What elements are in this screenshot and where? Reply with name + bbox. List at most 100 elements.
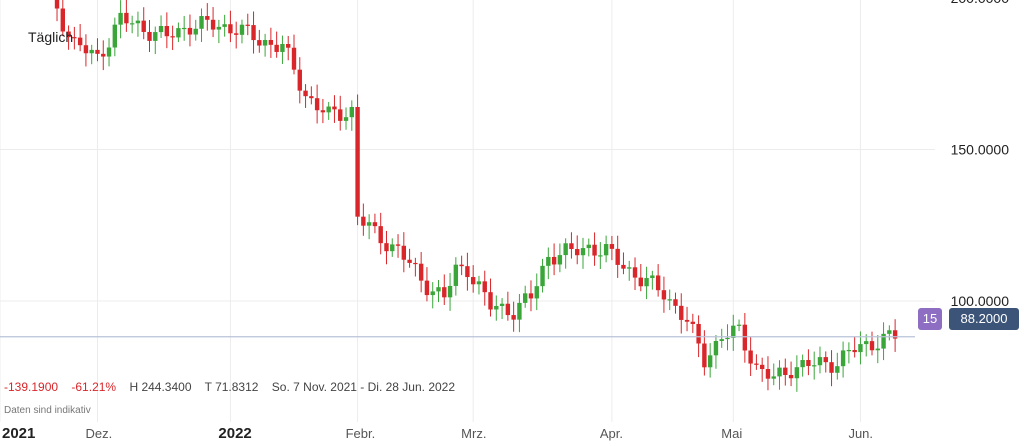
candle xyxy=(609,235,615,261)
candle xyxy=(164,12,170,49)
candle xyxy=(661,276,667,313)
candle xyxy=(557,243,563,273)
candle xyxy=(401,232,407,273)
candle xyxy=(268,27,274,58)
candle xyxy=(881,322,886,361)
candle xyxy=(829,350,834,387)
candle xyxy=(494,295,499,321)
x-tick-label: Mai xyxy=(721,426,742,441)
candle xyxy=(621,252,626,275)
x-tick-label: 2022 xyxy=(218,425,251,442)
candle xyxy=(274,31,279,58)
candle xyxy=(540,258,545,293)
candle xyxy=(603,235,609,263)
x-tick-label: Jun. xyxy=(848,426,873,441)
candle xyxy=(418,252,424,293)
candle xyxy=(372,213,378,234)
candle xyxy=(563,238,568,269)
candle xyxy=(817,346,823,374)
y-tick-label: 200.0000 xyxy=(951,0,1010,6)
candle xyxy=(361,203,366,236)
candle xyxy=(286,35,291,61)
candle xyxy=(366,214,372,240)
candle xyxy=(794,355,800,392)
candle xyxy=(66,25,71,50)
candle xyxy=(447,273,453,311)
candle xyxy=(465,252,470,291)
candle xyxy=(129,15,135,34)
date-range: So. 7 Nov. 2021 - Di. 28 Jun. 2022 xyxy=(271,380,456,394)
candle xyxy=(702,330,707,376)
candle xyxy=(627,260,632,281)
candle xyxy=(424,267,430,302)
candle xyxy=(210,7,216,38)
candle xyxy=(72,26,77,50)
candle xyxy=(257,29,262,53)
candle xyxy=(332,95,337,123)
candle xyxy=(511,301,516,332)
candle xyxy=(788,361,794,387)
candle xyxy=(106,38,112,67)
candle xyxy=(800,354,805,377)
candle xyxy=(343,107,349,130)
candle xyxy=(505,291,511,321)
candle xyxy=(384,230,389,265)
candle xyxy=(528,280,534,312)
candle xyxy=(482,270,487,306)
candle xyxy=(759,357,765,382)
candle xyxy=(314,84,320,124)
candle xyxy=(442,274,447,305)
candle xyxy=(783,358,788,386)
candle xyxy=(77,23,83,52)
candle xyxy=(592,232,597,266)
candle xyxy=(777,360,782,390)
x-tick-label: Mrz. xyxy=(461,426,486,441)
candle xyxy=(395,234,401,258)
candle xyxy=(355,94,360,226)
candle xyxy=(176,22,181,43)
change-percent: -61.21% xyxy=(71,380,117,394)
candle xyxy=(575,235,580,265)
candle xyxy=(580,237,586,269)
candle xyxy=(835,352,840,380)
candle xyxy=(453,257,459,296)
candle xyxy=(690,313,696,334)
candle xyxy=(234,21,239,49)
candle xyxy=(135,11,141,37)
candle xyxy=(812,351,817,380)
candle xyxy=(650,270,655,290)
x-tick-label: 2021 xyxy=(2,425,35,442)
candle xyxy=(523,285,528,308)
interval-label[interactable]: Täglich xyxy=(28,29,74,45)
candle xyxy=(245,13,250,36)
candle xyxy=(644,266,649,300)
candle xyxy=(390,238,395,257)
candle xyxy=(852,337,857,358)
y-tick-label: 50.0000 xyxy=(958,445,1009,446)
candle xyxy=(378,212,383,255)
candle xyxy=(112,17,118,57)
candle xyxy=(748,337,753,376)
candle xyxy=(569,232,574,259)
data-disclaimer: Daten sind indikativ xyxy=(4,405,91,416)
candle xyxy=(228,10,233,43)
candle xyxy=(262,33,268,57)
candle xyxy=(95,38,100,62)
y-tick-label: 100.0000 xyxy=(951,293,1010,309)
candle xyxy=(193,19,198,41)
candle xyxy=(679,293,684,334)
stats-bar: -139.1900 -61.21% H 244.3400 T 71.8312 S… xyxy=(4,380,465,394)
x-tick-label: Apr. xyxy=(600,426,623,441)
y-tick-label: 150.0000 xyxy=(951,142,1010,158)
candle xyxy=(638,264,643,292)
candle xyxy=(430,282,435,309)
candle xyxy=(765,356,771,391)
candle xyxy=(632,257,638,291)
candle xyxy=(413,257,418,277)
candle xyxy=(517,294,522,333)
candle xyxy=(887,325,892,341)
x-tick-label: Dez. xyxy=(85,426,112,441)
candle xyxy=(615,235,620,278)
